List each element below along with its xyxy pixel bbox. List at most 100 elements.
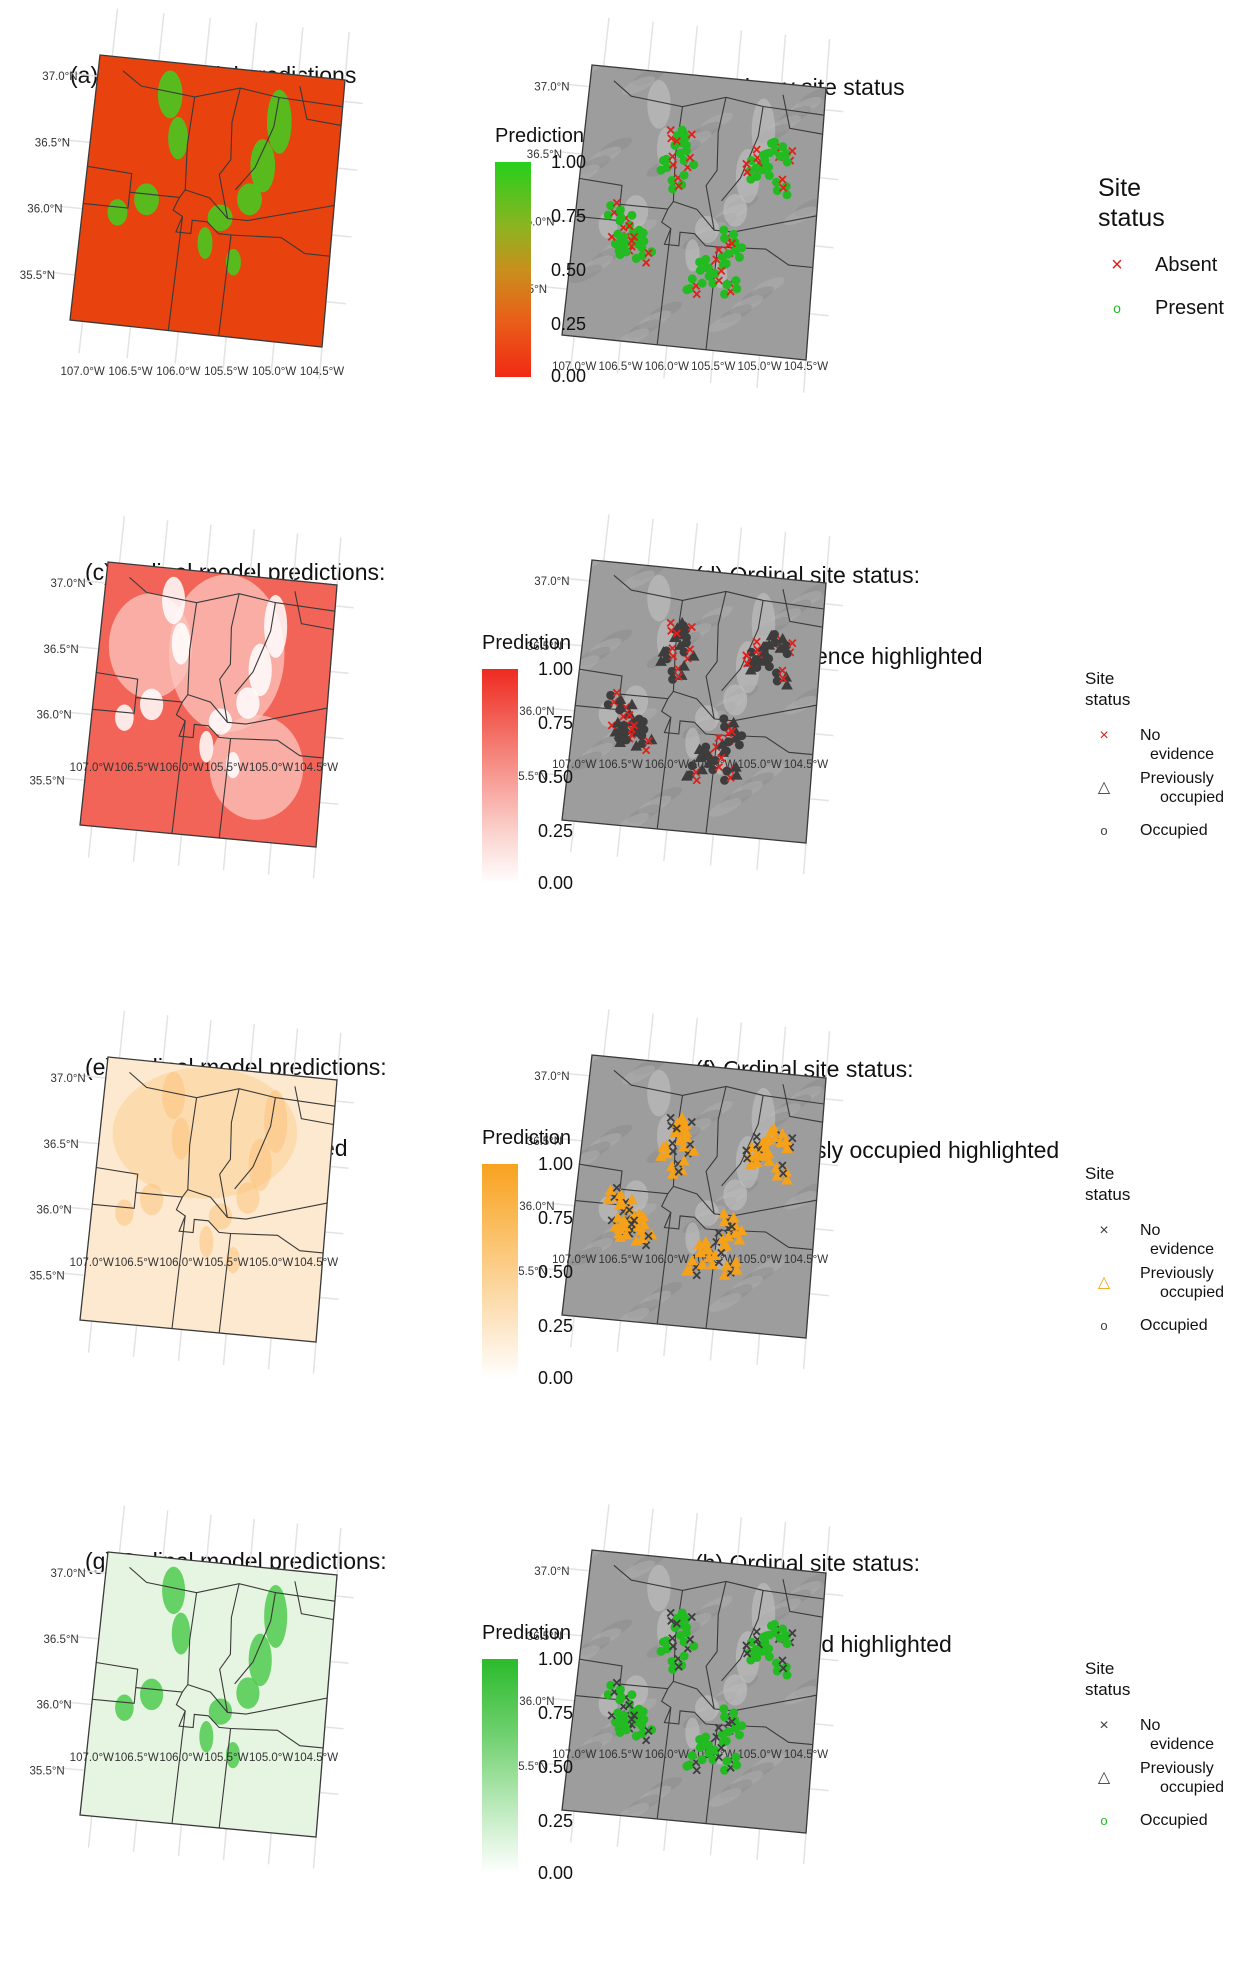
present-label: Present	[1155, 297, 1224, 319]
site-occupied-marker	[637, 731, 647, 741]
site-no-evidence-marker	[644, 736, 653, 746]
ordinal-site-legend-f: Site status × No evidence △ Previously o…	[1085, 1163, 1255, 1343]
site-previously-occupied-marker	[721, 1260, 733, 1271]
site-previously-occupied-marker	[615, 701, 627, 712]
lon-tick-label: 104.5°W	[294, 1752, 338, 1764]
site-absent-marker	[668, 152, 677, 161]
highland-patch	[264, 1584, 288, 1648]
prediction-colorbar	[482, 1164, 518, 1379]
county-boundary	[782, 1084, 823, 1123]
site-no-evidence-marker	[668, 652, 678, 661]
lon-tick-label: 107.0°W	[60, 366, 104, 378]
legend-tick: 0.00	[538, 873, 574, 893]
county-boundary	[230, 234, 330, 257]
raster-layer	[80, 1552, 337, 1837]
site-no-evidence-marker	[752, 637, 761, 646]
site-no-evidence-marker	[612, 1678, 621, 1687]
site-no-evidence-marker	[788, 1133, 797, 1143]
site-no-evidence-marker	[629, 1711, 639, 1720]
site-present-marker	[613, 229, 623, 239]
site-legend-title-line1: Site	[1085, 1164, 1115, 1183]
county-boundary	[782, 1579, 823, 1618]
site-no-evidence-marker	[779, 1664, 788, 1673]
site-previously-occupied-marker	[765, 629, 778, 641]
site-previously-occupied-marker	[733, 1233, 746, 1245]
site-previously-occupied-marker	[687, 1145, 700, 1156]
site-no-evidence-marker	[779, 1169, 788, 1178]
site-no-evidence-marker	[753, 645, 762, 654]
site-present-marker	[679, 170, 689, 180]
map-b-binary-site-status: 37.0°N36.5°N36.0°N35.5°N107.0°W106.5°W10…	[512, 17, 844, 393]
site-no-evidence-marker	[714, 733, 723, 742]
lon-tick-label: 105.5°W	[204, 1752, 248, 1764]
prediction-legend-g: Prediction 1.00 0.75 0.50 0.25 0.00	[482, 1622, 602, 1883]
no-evidence-label-1: No	[1140, 1717, 1161, 1734]
region-outline	[79, 1056, 338, 1343]
site-absent-marker	[612, 198, 621, 208]
lon-tick-label: 105.5°W	[204, 762, 248, 774]
site-no-evidence-marker	[692, 776, 701, 785]
site-present-marker	[697, 278, 707, 288]
site-occupied-marker	[752, 1652, 762, 1662]
highland-patch	[225, 248, 241, 276]
lat-tick-label: 37.0°N	[50, 1568, 85, 1580]
site-previously-occupied-marker	[722, 1230, 735, 1242]
site-previously-occupied-marker	[696, 763, 708, 775]
site-occupied-marker	[782, 1670, 792, 1680]
lat-tick-label: 36.0°N	[36, 1700, 71, 1712]
county-boundary	[218, 1233, 232, 1334]
county-boundaries	[79, 561, 338, 848]
county-boundary	[656, 1707, 672, 1820]
legend-tick: 0.50	[538, 767, 574, 787]
county-boundary	[167, 216, 184, 331]
site-occupied-marker	[677, 1608, 687, 1618]
prediction-legend-c: Prediction 1.00 0.75 0.50 0.25 0.00	[482, 632, 602, 893]
county-boundary	[613, 80, 825, 116]
site-occupied-marker	[764, 662, 774, 672]
site-occupied-marker	[782, 649, 792, 659]
lat-tick-label: 37.0°N	[534, 1071, 569, 1083]
lon-tick-label: 105.0°W	[249, 1257, 293, 1269]
county-boundary	[92, 697, 137, 714]
site-previously-occupied-marker	[730, 1264, 743, 1275]
highland-patch	[723, 684, 748, 716]
axis-labels: 37.0°N 36.5°N 36.0°N 35.5°N 107.0°W 106.5°W 10…	[20, 71, 344, 378]
lon-tick-label: 106.5°W	[598, 759, 642, 771]
site-legend-title-line2: status	[1085, 690, 1131, 709]
site-previously-occupied-marker	[661, 1147, 673, 1159]
site-no-evidence-marker	[666, 1113, 675, 1123]
legend-tick: 0.75	[551, 206, 587, 226]
county-boundary	[705, 1724, 719, 1824]
highland-patch	[237, 183, 262, 216]
legend-tick: 0.00	[538, 1863, 574, 1883]
highland-patch	[168, 116, 188, 160]
lon-tick-label: 105.5°W	[204, 1257, 248, 1269]
highland-patch	[723, 194, 748, 227]
lat-tick-label: 35.5°N	[20, 270, 55, 282]
site-absent-marker	[625, 221, 634, 231]
site-no-evidence-marker	[726, 773, 735, 782]
site-previously-occupied-marker	[687, 650, 700, 661]
county-boundary	[171, 1710, 186, 1824]
lon-tick-label: 107.0°W	[552, 1749, 596, 1761]
lon-tick-label: 104.5°W	[294, 762, 338, 774]
occupied-label: Occupied	[1140, 822, 1208, 839]
region-outline	[79, 1551, 338, 1838]
lat-tick-label: 36.5°N	[527, 1136, 562, 1148]
region-outline	[561, 1054, 827, 1339]
site-no-evidence-marker	[674, 1167, 683, 1176]
site-previously-occupied-marker	[707, 1258, 719, 1270]
county-boundary	[660, 698, 718, 736]
highland-patch	[115, 704, 134, 731]
site-absent-marker	[717, 266, 726, 275]
site-occupied-marker	[760, 1637, 770, 1647]
county-boundary	[92, 1192, 137, 1209]
site-no-evidence-marker	[641, 1736, 651, 1745]
site-absent-marker	[742, 159, 751, 169]
site-previously-occupied-marker	[781, 679, 793, 690]
occupied-label: Occupied	[1140, 1317, 1208, 1334]
